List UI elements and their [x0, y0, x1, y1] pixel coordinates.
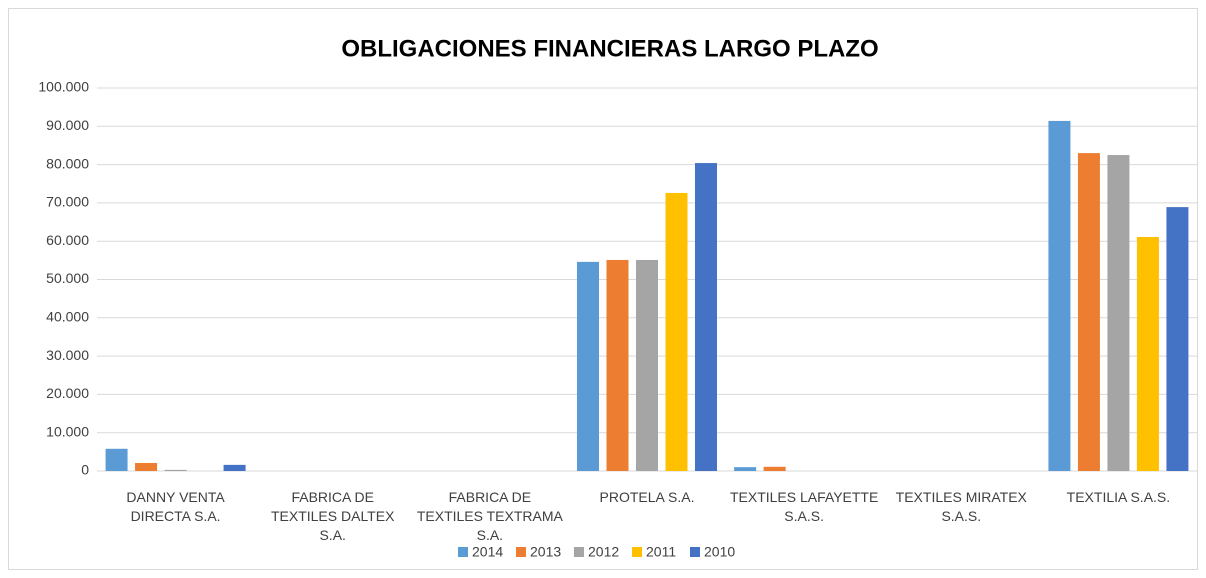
- bar: [606, 259, 629, 471]
- bar: [135, 462, 158, 471]
- bar: [164, 469, 187, 471]
- y-tick-label: 0: [81, 462, 89, 478]
- x-tick-label: TEXTILES LAFAYETTE S.A.S.: [729, 489, 879, 524]
- x-tick-label: DANNY VENTA DIRECTA S.A.: [126, 489, 225, 524]
- chart-frame: [8, 8, 1198, 570]
- x-tick-label: TEXTILIA S.A.S.: [1066, 489, 1171, 505]
- bar: [734, 467, 757, 471]
- bar: [1136, 236, 1159, 471]
- y-tick-label: 80.000: [46, 155, 89, 171]
- y-tick-label: 10.000: [46, 423, 89, 439]
- legend-label: 2012: [588, 544, 619, 560]
- bar: [223, 464, 246, 471]
- x-tick-label: TEXTILES MIRATEX S.A.S.: [895, 489, 1027, 524]
- bar: [763, 466, 786, 471]
- bar: [1166, 207, 1189, 471]
- legend-label: 2011: [646, 544, 676, 560]
- bar: [636, 259, 658, 471]
- y-tick-label: 70.000: [46, 194, 89, 210]
- bar: [665, 192, 688, 471]
- legend-swatch: [632, 547, 642, 557]
- y-tick-label: 30.000: [46, 347, 89, 363]
- chart-title: OBLIGACIONES FINANCIERAS LARGO PLAZO: [341, 35, 878, 62]
- bar: [1048, 120, 1071, 472]
- legend-swatch: [574, 547, 584, 557]
- x-tick-label: FABRICA DE TEXTILES TEXTRAMA S.A.: [416, 489, 563, 543]
- y-tick-label: 50.000: [46, 270, 89, 286]
- bar: [105, 448, 128, 471]
- bar: [1077, 153, 1100, 472]
- bar: [577, 261, 599, 471]
- legend-label: 2014: [472, 544, 503, 560]
- legend-label: 2010: [704, 544, 735, 560]
- x-tick-label: FABRICA DE TEXTILES DALTEX S.A.: [270, 489, 395, 543]
- x-tick-label: PROTELA S.A.: [599, 489, 695, 505]
- y-tick-label: 100.000: [38, 79, 89, 95]
- bar: [1107, 155, 1130, 471]
- legend-swatch: [516, 547, 526, 557]
- y-tick-label: 20.000: [46, 385, 89, 401]
- legend-swatch: [690, 547, 700, 557]
- legend-label: 2013: [530, 544, 561, 560]
- y-tick-label: 90.000: [46, 117, 89, 133]
- y-tick-label: 60.000: [46, 232, 89, 248]
- y-tick-label: 40.000: [46, 309, 89, 325]
- legend-swatch: [458, 547, 468, 557]
- bar: [695, 163, 717, 471]
